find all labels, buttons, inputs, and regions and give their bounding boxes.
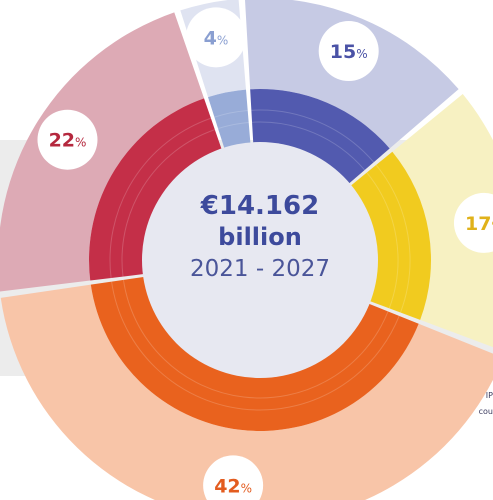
center-label: €14.162 billion 2021 - 2027 — [160, 190, 360, 286]
segment-ring-42-0 — [122, 279, 389, 399]
data-label-value-22: 22 — [49, 130, 75, 152]
center-amount: €14.162 — [200, 191, 320, 221]
segment-ring-15-0 — [252, 121, 366, 171]
segment-outer-42 — [0, 284, 493, 500]
segment-inner-15 — [250, 88, 390, 184]
center-unit: billion — [218, 223, 302, 251]
data-label-15: 15% — [330, 41, 368, 63]
segment-inner-22 — [89, 98, 222, 281]
segment-inner-17 — [350, 151, 432, 320]
data-label-value-4: 4 — [204, 27, 217, 49]
label-bubble-17 — [453, 192, 493, 253]
data-label-42: 42% — [214, 475, 252, 497]
segment-outer-22 — [0, 12, 205, 292]
data-label-value-42: 42 — [214, 475, 240, 497]
label-bubble-15 — [318, 21, 379, 82]
label-bubble-4 — [185, 7, 246, 68]
data-label-17: 17% — [465, 213, 493, 235]
data-label-unit-22: % — [75, 136, 86, 150]
segment-inner-42 — [90, 276, 419, 431]
segment-ring-4-1 — [214, 110, 248, 118]
data-label-unit-42: % — [241, 481, 252, 495]
data-label-unit-17: % — [491, 219, 493, 233]
data-label-value-15: 15 — [330, 41, 356, 63]
segment-ring-22-1 — [109, 117, 212, 279]
data-label-4: 4% — [204, 27, 229, 49]
label-bubble-42 — [203, 455, 264, 500]
data-label-unit-4: % — [217, 33, 228, 47]
segment-ring-17-0 — [366, 172, 399, 309]
data-label-unit-15: % — [356, 47, 367, 61]
data-label-value-17: 17 — [465, 213, 491, 235]
segment-ring-4-0 — [217, 121, 249, 130]
segment-ring-42-1 — [111, 281, 400, 411]
center-years: 2021 - 2027 — [190, 256, 330, 282]
segment-outer-17 — [392, 94, 493, 348]
label-bubble-22 — [37, 109, 98, 170]
segment-ring-22-0 — [121, 129, 216, 277]
segment-ring-15-1 — [251, 109, 375, 163]
data-label-22: 22% — [49, 130, 87, 152]
segment-inner-4 — [208, 89, 251, 149]
center-disc — [142, 142, 378, 378]
segment-ring-17-1 — [375, 164, 411, 313]
